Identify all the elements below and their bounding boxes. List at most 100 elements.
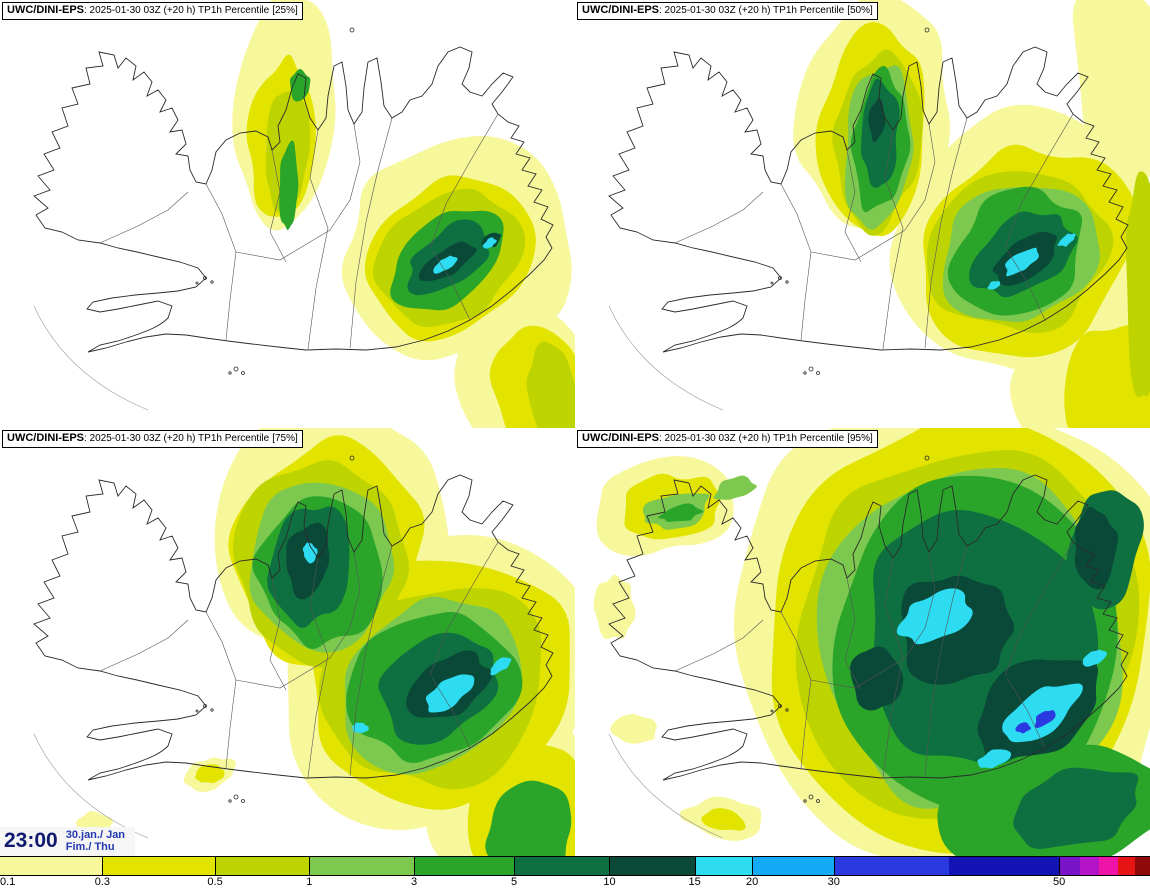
- valid-date: 30.jan./ Jan Fim./ Thu: [66, 829, 125, 853]
- precip-region: [701, 808, 746, 831]
- colorbar-tick-label: 5: [510, 876, 518, 888]
- colorbar-tick-label: 30: [827, 876, 840, 888]
- valid-date-line1: 30.jan./ Jan: [65, 829, 126, 841]
- precip-region: [1057, 233, 1076, 247]
- offshore-contour: [608, 305, 724, 411]
- district-boundaries: [99, 113, 499, 350]
- run-info: : 2025-01-30 03Z (+20 h) TP1h Percentile: [659, 433, 845, 444]
- colorbar-segment: [514, 857, 610, 875]
- precip-region: [868, 98, 886, 143]
- precip-region: [352, 722, 369, 733]
- panel-grid: UWC/DINI-EPS: 2025-01-30 03Z (+20 h) TP1…: [0, 0, 1150, 856]
- colorbar-segment: [833, 857, 949, 875]
- precip-region: [1013, 767, 1139, 849]
- precip-region: [1074, 506, 1119, 590]
- district-boundaries: [99, 541, 499, 778]
- model-name: UWC/DINI-EPS: [582, 432, 659, 444]
- islands: [195, 455, 355, 803]
- colorbar-segment: [1079, 857, 1100, 875]
- colorbar-segment: [413, 857, 515, 875]
- precip-region: [526, 341, 575, 428]
- panel-title-p25: UWC/DINI-EPS: 2025-01-30 03Z (+20 h) TP1…: [2, 2, 303, 20]
- precip-region: [1005, 247, 1039, 277]
- panel-title-p95: UWC/DINI-EPS: 2025-01-30 03Z (+20 h) TP1…: [577, 430, 878, 448]
- colorbar-segment: [1099, 857, 1118, 875]
- precip-region: [657, 503, 704, 522]
- precip-region: [279, 140, 299, 230]
- iceland-coastline: [608, 46, 1129, 353]
- map-canvas-p50: [575, 0, 1150, 428]
- run-info: : 2025-01-30 03Z (+20 h) TP1h Percentile: [84, 433, 270, 444]
- percentile-badge: [25%]: [272, 5, 298, 16]
- iceland-coastline: [608, 474, 1129, 781]
- colorbar-segment: [1117, 857, 1135, 875]
- valid-time: 23:00: [4, 829, 58, 852]
- map-canvas-p75: [0, 428, 575, 856]
- iceland-coastline: [33, 46, 554, 353]
- percentile-badge: [75%]: [272, 433, 298, 444]
- precip-region: [1125, 171, 1150, 398]
- precip-region: [302, 542, 318, 564]
- colorbar-tick-label: 50: [1053, 876, 1066, 888]
- colorbar-segment: [752, 857, 834, 875]
- offshore-contour: [608, 733, 724, 839]
- precip-region: [490, 657, 512, 676]
- map-canvas-p95: [575, 428, 1150, 856]
- map-panel-p25: UWC/DINI-EPS: 2025-01-30 03Z (+20 h) TP1…: [0, 0, 575, 428]
- model-name: UWC/DINI-EPS: [7, 4, 84, 16]
- offshore-contour: [33, 305, 149, 411]
- valid-time-overlay: 23:00 30.jan./ Jan Fim./ Thu: [0, 827, 136, 856]
- islands: [195, 27, 355, 375]
- islands: [770, 455, 930, 803]
- precip-region: [433, 255, 458, 274]
- precip-region: [1082, 649, 1107, 667]
- precip-region: [1064, 325, 1150, 428]
- precip-region: [987, 281, 1001, 290]
- precip-region: [713, 475, 757, 500]
- colorbar-segment: [0, 857, 103, 875]
- precip-region: [425, 674, 475, 713]
- colorbar-tick-label: 10: [603, 876, 616, 888]
- map-panel-p95: UWC/DINI-EPS: 2025-01-30 03Z (+20 h) TP1…: [575, 428, 1150, 856]
- colorbar-segment: [1134, 857, 1150, 875]
- precip-region: [610, 714, 657, 744]
- colorbar-labels: 0.1 0.3 0.5 1 3 5 10 15 20 30 50: [0, 876, 1150, 891]
- run-info: : 2025-01-30 03Z (+20 h) TP1h Percentile: [659, 5, 845, 16]
- precip-region: [896, 588, 973, 645]
- run-info: : 2025-01-30 03Z (+20 h) TP1h Percentile: [84, 5, 270, 16]
- precip-region: [977, 749, 1012, 769]
- precip-region: [485, 780, 572, 856]
- colorbar-tick-label: 15: [688, 876, 701, 888]
- model-name: UWC/DINI-EPS: [7, 432, 84, 444]
- colorbar-tick-label: 0.3: [94, 876, 110, 888]
- district-boundaries: [674, 541, 1074, 778]
- percentile-badge: [95%]: [847, 433, 873, 444]
- colorbar-tick-label: 1: [306, 876, 313, 888]
- district-boundaries: [674, 113, 1074, 350]
- panel-title-p50: UWC/DINI-EPS: 2025-01-30 03Z (+20 h) TP1…: [577, 2, 878, 20]
- precip-region: [1034, 710, 1056, 728]
- precip-region: [850, 646, 904, 711]
- colorbar-segment: [694, 857, 753, 875]
- colorbar-segment: [215, 857, 310, 875]
- panel-title-p75: UWC/DINI-EPS: 2025-01-30 03Z (+20 h) TP1…: [2, 430, 303, 448]
- colorbar-segment: [1059, 857, 1080, 875]
- colorbar-segment: [948, 857, 1060, 875]
- map-canvas-p25: [0, 0, 575, 428]
- precip-region: [195, 764, 225, 784]
- colorbar-segment: [102, 857, 216, 875]
- precip-region: [1015, 722, 1031, 734]
- colorbar-tick-label: 0.5: [207, 876, 223, 888]
- colorbar-tick-label: 20: [745, 876, 759, 888]
- valid-date-line2: Fim./ Thu: [65, 841, 115, 853]
- colorbar-segment: [609, 857, 695, 875]
- percentile-badge: [50%]: [847, 5, 873, 16]
- iceland-coastline: [33, 474, 554, 781]
- precip-region: [482, 237, 497, 249]
- colorbar-tick-label: 3: [410, 876, 418, 888]
- colorbar-segment: [309, 857, 414, 875]
- model-name: UWC/DINI-EPS: [582, 4, 659, 16]
- colorbar-tick-label: 0.1: [0, 876, 16, 888]
- colorbar: [0, 856, 1150, 876]
